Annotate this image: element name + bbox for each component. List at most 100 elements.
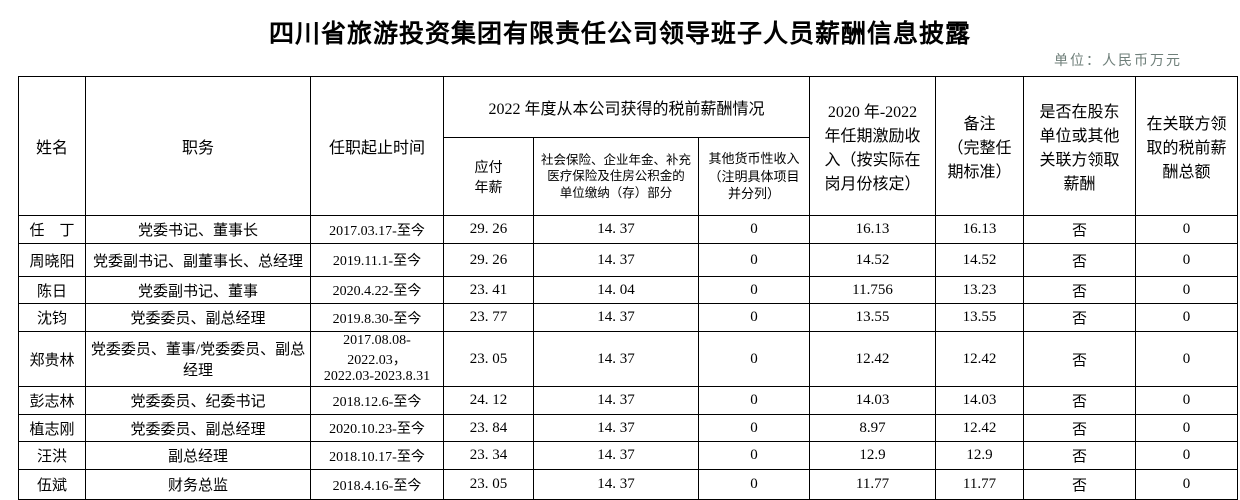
- cell-remark: 13.55: [935, 303, 1025, 332]
- cell-remark: 12.9: [935, 441, 1025, 470]
- cell-remark: 12.42: [935, 331, 1025, 387]
- cell-tenure: 2017.08.08-2022.03， 2022.03-2023.8.31: [310, 331, 444, 387]
- cell-name: 郑贵林: [18, 331, 86, 387]
- cell-social-insurance: 14. 37: [533, 469, 699, 500]
- cell-name: 彭志林: [18, 386, 86, 415]
- cell-tenure: 2019.8.30-至今: [310, 303, 444, 332]
- cell-tenure: 2017.03.17-至今: [310, 215, 444, 244]
- cell-related-paid: 否: [1023, 276, 1137, 304]
- cell-related-total: 0: [1135, 243, 1239, 277]
- cell-name: 陈日: [18, 276, 86, 304]
- table-row: 伍斌 财务总监 2018.4.16-至今 23. 05 14. 37 0 11.…: [18, 469, 1239, 500]
- cell-related-paid: 否: [1023, 303, 1137, 332]
- cell-incentive: 12.42: [809, 331, 937, 387]
- table-row: 任 丁 党委书记、董事长 2017.03.17-至今 29. 26 14. 37…: [18, 215, 1239, 244]
- cell-incentive: 8.97: [809, 414, 937, 442]
- cell-name: 沈钧: [18, 303, 86, 332]
- cell-position: 副总经理: [85, 441, 311, 470]
- cell-remark: 12.42: [935, 414, 1025, 442]
- cell-social-insurance: 14. 37: [533, 386, 699, 415]
- cell-social-insurance: 14. 37: [533, 331, 699, 387]
- cell-social-insurance: 14. 37: [533, 303, 699, 332]
- cell-other-income: 0: [697, 303, 811, 332]
- cell-tenure: 2018.4.16-至今: [310, 469, 444, 500]
- cell-tenure: 2018.10.17-至今: [310, 441, 444, 470]
- cell-related-total: 0: [1135, 441, 1239, 470]
- cell-related-paid: 否: [1023, 331, 1137, 387]
- cell-incentive: 11.756: [809, 276, 937, 304]
- cell-other-income: 0: [697, 243, 811, 277]
- cell-incentive: 14.52: [809, 243, 937, 277]
- cell-position: 党委委员、副总经理: [85, 414, 311, 442]
- table-row: 郑贵林 党委委员、董事/党委委员、副总 经理 2017.08.08-2022.0…: [18, 331, 1239, 387]
- header-row-sub: 应付 年薪 社会保险、企业年金、补充 医疗保险及住房公积金的 单位缴纳（存）部分…: [19, 137, 1238, 216]
- table-row: 沈钧 党委委员、副总经理 2019.8.30-至今 23. 77 14. 37 …: [18, 303, 1239, 332]
- cell-related-total: 0: [1135, 469, 1239, 500]
- cell-related-paid: 否: [1023, 441, 1137, 470]
- table-row: 汪洪 副总经理 2018.10.17-至今 23. 34 14. 37 0 12…: [18, 441, 1239, 470]
- cell-related-paid: 否: [1023, 215, 1137, 244]
- cell-position: 党委委员、董事/党委委员、副总 经理: [85, 331, 311, 387]
- cell-incentive: 16.13: [809, 215, 937, 244]
- cell-social-insurance: 14. 37: [533, 441, 699, 470]
- cell-other-income: 0: [697, 441, 811, 470]
- cell-position: 财务总监: [85, 469, 311, 500]
- cell-payable-salary: 23. 77: [443, 303, 534, 332]
- header-related-party-paid: 是否在股东 单位或其他 关联方领取 薪酬: [1023, 76, 1137, 216]
- salary-table: 姓名 职务 任职起止时间 2022 年度从本公司获得的税前薪酬情况 2020 年…: [18, 76, 1239, 500]
- cell-social-insurance: 14. 37: [533, 215, 699, 244]
- header-incentive: 2020 年-2022 年任期激励收 入（按实际在 岗月份核定）: [809, 76, 937, 216]
- cell-related-total: 0: [1135, 276, 1239, 304]
- cell-payable-salary: 24. 12: [443, 386, 534, 415]
- header-row-top: 姓名 职务 任职起止时间 2022 年度从本公司获得的税前薪酬情况 2020 年…: [18, 76, 1239, 216]
- table-row: 植志刚 党委委员、副总经理 2020.10.23-至今 23. 84 14. 3…: [18, 414, 1239, 442]
- cell-social-insurance: 14. 37: [533, 414, 699, 442]
- table-body: 任 丁 党委书记、董事长 2017.03.17-至今 29. 26 14. 37…: [18, 215, 1239, 500]
- unit-note: 单位：人民币万元: [1054, 54, 1182, 69]
- cell-other-income: 0: [697, 215, 811, 244]
- header-name: 姓名: [18, 76, 86, 216]
- cell-position: 党委副书记、副董事长、总经理: [85, 243, 311, 277]
- cell-other-income: 0: [697, 469, 811, 500]
- cell-position: 党委书记、董事长: [85, 215, 311, 244]
- header-tenure: 任职起止时间: [310, 76, 444, 216]
- cell-remark: 11.77: [935, 469, 1025, 500]
- cell-name: 伍斌: [18, 469, 86, 500]
- cell-other-income: 0: [697, 331, 811, 387]
- cell-payable-salary: 29. 26: [443, 215, 534, 244]
- header-social-insurance: 社会保险、企业年金、补充 医疗保险及住房公积金的 单位缴纳（存）部分: [533, 137, 699, 216]
- page-title: 四川省旅游投资集团有限责任公司领导班子人员薪酬信息披露: [268, 20, 971, 48]
- cell-incentive: 14.03: [809, 386, 937, 415]
- cell-remark: 14.52: [935, 243, 1025, 277]
- cell-related-paid: 否: [1023, 386, 1137, 415]
- cell-tenure: 2020.4.22-至今: [310, 276, 444, 304]
- cell-other-income: 0: [697, 386, 811, 415]
- cell-payable-salary: 23. 84: [443, 414, 534, 442]
- cell-payable-salary: 23. 34: [443, 441, 534, 470]
- cell-related-total: 0: [1135, 414, 1239, 442]
- cell-related-paid: 否: [1023, 469, 1137, 500]
- cell-other-income: 0: [697, 276, 811, 304]
- table-row: 彭志林 党委委员、纪委书记 2018.12.6-至今 24. 12 14. 37…: [18, 386, 1239, 415]
- cell-related-total: 0: [1135, 386, 1239, 415]
- header-position: 职务: [85, 76, 311, 216]
- header-related-party-total: 在关联方领 取的税前薪 酬总额: [1135, 76, 1239, 216]
- cell-name: 汪洪: [18, 441, 86, 470]
- cell-incentive: 13.55: [809, 303, 937, 332]
- cell-name: 任 丁: [18, 215, 86, 244]
- cell-position: 党委副书记、董事: [85, 276, 311, 304]
- cell-tenure: 2018.12.6-至今: [310, 386, 444, 415]
- cell-related-paid: 否: [1023, 243, 1137, 277]
- cell-incentive: 11.77: [809, 469, 937, 500]
- header-payable-salary: 应付 年薪: [443, 137, 534, 216]
- cell-social-insurance: 14. 37: [533, 243, 699, 277]
- cell-remark: 13.23: [935, 276, 1025, 304]
- table-row: 陈日 党委副书记、董事 2020.4.22-至今 23. 41 14. 04 0…: [18, 276, 1239, 304]
- cell-payable-salary: 23. 41: [443, 276, 534, 304]
- cell-incentive: 12.9: [809, 441, 937, 470]
- cell-payable-salary: 29. 26: [443, 243, 534, 277]
- cell-name: 植志刚: [18, 414, 86, 442]
- table-row: 周晓阳 党委副书记、副董事长、总经理 2019.11.1-至今 29. 26 1…: [18, 243, 1239, 277]
- cell-other-income: 0: [697, 414, 811, 442]
